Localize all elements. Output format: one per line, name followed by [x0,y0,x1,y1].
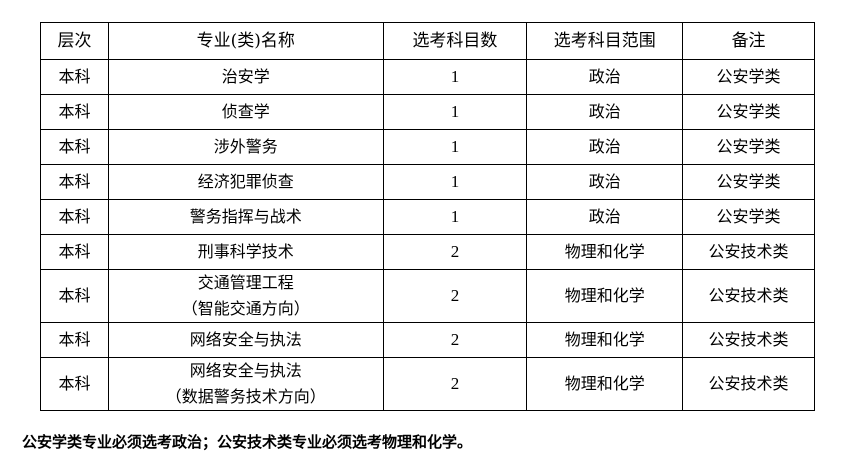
level-cell: 本科 [40,322,109,358]
header-count: 选考科目数 [382,22,528,60]
name-line: 涉外警务 [213,137,278,156]
name-cell: 涉外警务 [107,129,384,165]
table-row: 本科 网络安全与执法 2 物理和化学 公安技术类 [40,322,815,358]
header-row: 层次 专业(类)名称 选考科目数 选考科目范围 备注 [40,22,815,60]
count-cell: 1 [382,94,528,130]
count-cell: 1 [382,199,528,235]
count-cell: 2 [382,322,528,358]
name-line: 侦查学 [221,102,270,121]
name-line: 经济犯罪侦查 [197,172,294,191]
name-cell: 警务指挥与战术 [107,199,384,235]
name-cell: 网络安全与执法 [107,322,384,358]
header-name: 专业(类)名称 [107,22,384,60]
remark-cell: 公安学类 [682,199,815,235]
name-cell: 经济犯罪侦查 [107,164,384,200]
header-level: 层次 [40,22,109,60]
name-line: 交通管理工程 [197,273,294,292]
name-cell: 刑事科学技术 [107,234,384,270]
count-cell: 2 [382,357,528,411]
count-cell: 1 [382,164,528,200]
scope-cell: 政治 [526,59,684,95]
level-cell: 本科 [40,129,109,165]
level-cell: 本科 [40,59,109,95]
level-cell: 本科 [40,94,109,130]
scope-cell: 物理和化学 [526,357,684,411]
table-row: 本科 经济犯罪侦查 1 政治 公安学类 [40,164,815,200]
scope-cell: 政治 [526,164,684,200]
table-row: 本科 侦查学 1 政治 公安学类 [40,94,815,130]
scope-cell: 政治 [526,199,684,235]
table-row: 本科 刑事科学技术 2 物理和化学 公安技术类 [40,234,815,270]
remark-cell: 公安学类 [682,164,815,200]
level-cell: 本科 [40,199,109,235]
count-cell: 1 [382,129,528,165]
name-line: 网络安全与执法 [189,361,302,380]
name-line: （智能交通方向） [181,299,310,318]
remark-cell: 公安技术类 [682,269,815,323]
remark-cell: 公安学类 [682,94,815,130]
header-remark: 备注 [682,22,815,60]
table-row: 本科 网络安全与执法 （数据警务技术方向） 2 物理和化学 公安技术类 [40,357,815,411]
level-cell: 本科 [40,164,109,200]
scope-cell: 物理和化学 [526,234,684,270]
table-row: 本科 交通管理工程 （智能交通方向） 2 物理和化学 公安技术类 [40,269,815,323]
name-cell: 侦查学 [107,94,384,130]
footnote: 公安学类专业必须选考政治；公安技术类专业必须选考物理和化学。 [22,433,473,451]
level-cell: 本科 [40,234,109,270]
name-cell: 治安学 [107,59,384,95]
level-cell: 本科 [40,357,109,411]
name-line: （数据警务技术方向） [165,387,326,406]
scope-cell: 物理和化学 [526,322,684,358]
remark-cell: 公安技术类 [682,234,815,270]
table-row: 本科 涉外警务 1 政治 公安学类 [40,129,815,165]
name-line: 警务指挥与战术 [189,207,302,226]
name-line: 网络安全与执法 [189,330,302,349]
remark-cell: 公安技术类 [682,322,815,358]
name-line: 治安学 [221,67,270,86]
remark-cell: 公安学类 [682,129,815,165]
table-row: 本科 警务指挥与战术 1 政治 公安学类 [40,199,815,235]
remark-cell: 公安技术类 [682,357,815,411]
count-cell: 2 [382,234,528,270]
scope-cell: 物理和化学 [526,269,684,323]
table-row: 本科 治安学 1 政治 公安学类 [40,59,815,95]
remark-cell: 公安学类 [682,59,815,95]
scope-cell: 政治 [526,129,684,165]
level-cell: 本科 [40,269,109,323]
count-cell: 2 [382,269,528,323]
scope-cell: 政治 [526,94,684,130]
count-cell: 1 [382,59,528,95]
name-line: 刑事科学技术 [197,242,294,261]
name-cell: 网络安全与执法 （数据警务技术方向） [107,357,384,411]
name-cell: 交通管理工程 （智能交通方向） [107,269,384,323]
subject-requirements-table: 层次 专业(类)名称 选考科目数 选考科目范围 备注 本科 治安学 1 政治 公安学类本… [40,22,815,411]
header-scope: 选考科目范围 [526,22,684,60]
